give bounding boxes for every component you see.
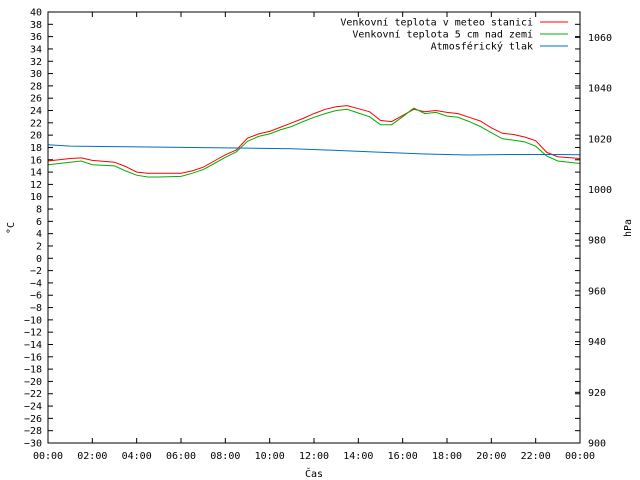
- right-tick-label: 1060: [588, 33, 612, 44]
- right-tick-label: 920: [588, 388, 606, 399]
- left-tick-label: 8: [36, 205, 42, 216]
- left-tick-label: −28: [24, 426, 42, 437]
- left-tick-label: 34: [30, 44, 42, 55]
- left-tick-label: −2: [30, 266, 42, 277]
- legend: Venkovní teplota v meteo staniciVenkovní…: [340, 17, 568, 53]
- left-tick-label: 10: [30, 192, 42, 203]
- left-tick-label: −10: [24, 315, 42, 326]
- left-tick-label: 32: [30, 57, 42, 68]
- series-line-2: [47, 107, 581, 178]
- left-tick-label: −4: [30, 278, 42, 289]
- right-axis-ticks: 900 920 940 960 980 1000 1020 1040 1060: [575, 33, 612, 450]
- left-tick-label: −14: [24, 340, 42, 351]
- x-tick-label: 06:00: [166, 451, 196, 462]
- x-tick-label: 00:00: [565, 451, 595, 462]
- left-tick-label: 40: [30, 8, 42, 19]
- left-tick-label: 16: [30, 155, 42, 166]
- x-axis-ticks: 00:00 02:00 04:00 06:00 08:00 10:00 12:00 14:00…: [33, 12, 595, 462]
- legend-label-3: Atmosférický tlak: [431, 41, 533, 53]
- left-tick-label: −8: [30, 303, 42, 314]
- left-tick-label: −18: [24, 365, 42, 376]
- left-axis-ticks: −30−28−26−24−22−20−18−16−14−12−10−8−6−4−…: [24, 8, 580, 450]
- x-tick-label: 00:00: [33, 451, 63, 462]
- left-tick-label: 30: [30, 69, 42, 80]
- left-tick-label: −6: [30, 291, 42, 302]
- legend-label-2: Venkovní teplota 5 cm nad zemí: [352, 29, 533, 41]
- x-tick-label: 22:00: [521, 451, 551, 462]
- left-tick-label: 38: [30, 20, 42, 31]
- right-tick-label: 980: [588, 236, 606, 247]
- right-tick-label: 1020: [588, 134, 612, 145]
- x-tick-label: 10:00: [255, 451, 285, 462]
- left-tick-label: 20: [30, 131, 42, 142]
- left-tick-label: −30: [24, 439, 42, 450]
- legend-label-1: Venkovní teplota v meteo stanici: [340, 17, 533, 29]
- left-tick-label: 6: [36, 217, 42, 228]
- y-axis-label-left: °C: [6, 222, 17, 234]
- series-line-3: [47, 144, 581, 156]
- left-tick-label: 24: [30, 106, 42, 117]
- series-line-1: [47, 105, 581, 174]
- x-tick-label: 14:00: [343, 451, 373, 462]
- left-tick-label: 2: [36, 241, 42, 252]
- x-tick-label: 16:00: [388, 451, 418, 462]
- left-tick-label: −26: [24, 414, 42, 425]
- left-tick-label: −24: [24, 402, 42, 413]
- right-tick-label: 940: [588, 337, 606, 348]
- x-tick-label: 20:00: [476, 451, 506, 462]
- left-tick-label: −22: [24, 389, 42, 400]
- x-tick-label: 08:00: [210, 451, 240, 462]
- left-tick-label: 12: [30, 180, 42, 191]
- right-tick-label: 960: [588, 286, 606, 297]
- x-tick-label: 12:00: [299, 451, 329, 462]
- series-layer: [47, 105, 581, 178]
- left-tick-label: 18: [30, 143, 42, 154]
- left-tick-label: 28: [30, 81, 42, 92]
- left-tick-label: −12: [24, 328, 42, 339]
- right-tick-label: 1040: [588, 84, 612, 95]
- left-tick-label: 22: [30, 118, 42, 129]
- x-tick-label: 18:00: [432, 451, 462, 462]
- right-tick-label: 1000: [588, 185, 612, 196]
- left-tick-label: −16: [24, 352, 42, 363]
- x-axis-label: Čas: [305, 467, 323, 480]
- plot-frame: [47, 11, 581, 444]
- y-axis-label-right: hPa: [623, 219, 634, 237]
- left-tick-label: 0: [36, 254, 42, 265]
- x-tick-label: 02:00: [77, 451, 107, 462]
- left-tick-label: 4: [36, 229, 42, 240]
- left-tick-label: 14: [30, 168, 42, 179]
- x-tick-label: 04:00: [122, 451, 152, 462]
- left-tick-label: −20: [24, 377, 42, 388]
- left-tick-label: 26: [30, 94, 42, 105]
- right-tick-label: 900: [588, 439, 606, 450]
- left-tick-label: 36: [30, 32, 42, 43]
